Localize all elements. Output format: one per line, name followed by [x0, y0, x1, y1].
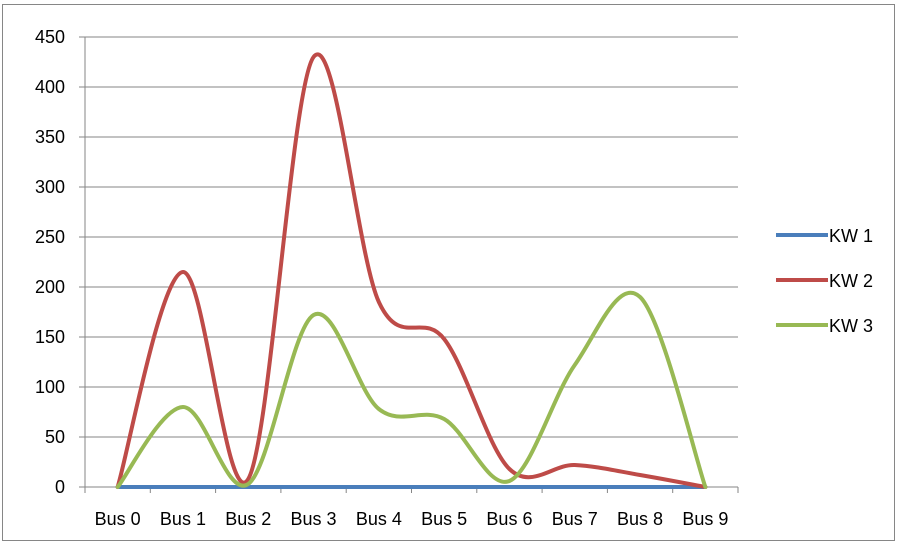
legend-label: KW 2	[829, 271, 873, 291]
x-tick-label: Bus 6	[486, 509, 532, 529]
x-tick-label: Bus 8	[617, 509, 663, 529]
x-tick-label: Bus 4	[356, 509, 402, 529]
y-tick-label: 350	[35, 127, 65, 147]
y-tick-label: 400	[35, 77, 65, 97]
y-tick-label: 100	[35, 377, 65, 397]
axes: 0 50 100 150 200 250 300 350 400 450 Bus 0 Bus 1 Bus…	[35, 27, 739, 529]
gridlines	[85, 36, 738, 438]
legend: KW 1 KW 2 KW 3	[776, 226, 873, 336]
chart-frame	[2, 4, 895, 541]
legend-label: KW 3	[829, 316, 873, 336]
y-tick-label: 200	[35, 277, 65, 297]
series-line-kw-3	[115, 290, 708, 489]
y-tick-label: 250	[35, 227, 65, 247]
x-tick-label: Bus 9	[682, 509, 728, 529]
x-tick-label: Bus 5	[421, 509, 467, 529]
series-line-kw-2	[115, 52, 708, 489]
y-tick-label: 300	[35, 177, 65, 197]
y-tick-label: 150	[35, 327, 65, 347]
legend-label: KW 1	[829, 226, 873, 246]
x-tick-label: Bus 3	[291, 509, 337, 529]
series-lines	[115, 52, 708, 490]
x-tick-label: Bus 7	[552, 509, 598, 529]
y-tick-label: 0	[55, 477, 65, 497]
x-tick-label: Bus 1	[160, 509, 206, 529]
x-tick-label: Bus 0	[95, 509, 141, 529]
x-tick-label: Bus 2	[225, 509, 271, 529]
y-tick-label: 50	[45, 427, 65, 447]
y-tick-label: 450	[35, 27, 65, 47]
